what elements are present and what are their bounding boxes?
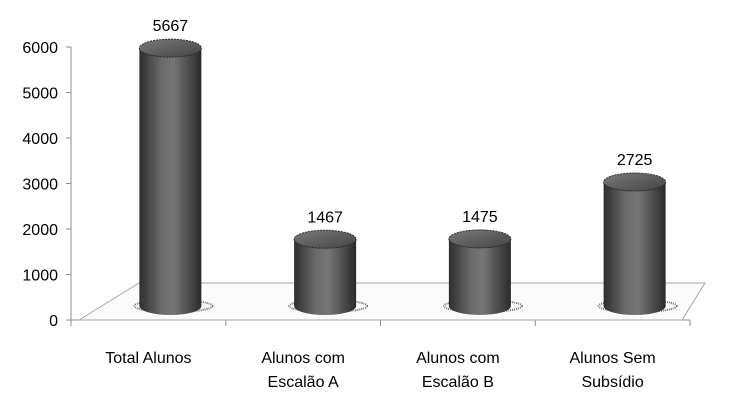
category-label: Escalão A bbox=[268, 374, 339, 391]
bar bbox=[597, 172, 678, 315]
data-label: 5667 bbox=[153, 18, 189, 35]
bar-top bbox=[603, 172, 667, 192]
category-label: Subsídio bbox=[581, 374, 643, 391]
y-tick-label: 3000 bbox=[22, 177, 58, 194]
bar-top bbox=[448, 229, 512, 249]
bar-top bbox=[138, 38, 202, 58]
bar-top bbox=[293, 229, 357, 249]
y-tick-label: 0 bbox=[49, 313, 58, 330]
data-label: 1467 bbox=[307, 209, 343, 226]
chart-floor bbox=[77, 282, 706, 321]
bar bbox=[288, 229, 369, 315]
bar bbox=[442, 229, 523, 315]
y-tick-label: 1000 bbox=[22, 268, 58, 285]
category-label: Alunos Sem bbox=[569, 350, 655, 367]
axes: 0 1000 2000 3000 4000 5000 6000 bbox=[22, 40, 691, 330]
y-tick-label: 2000 bbox=[22, 222, 58, 239]
data-label: 2725 bbox=[617, 152, 653, 169]
data-label: 1475 bbox=[462, 209, 498, 226]
y-tick-label: 5000 bbox=[22, 86, 58, 103]
y-tick-label: 6000 bbox=[22, 40, 58, 57]
labels: 5667 Total Alunos 1467 Alunos com Escalão A 1… bbox=[105, 18, 656, 391]
bar bbox=[133, 38, 214, 316]
floor-plane bbox=[77, 282, 706, 321]
y-tick-label: 4000 bbox=[22, 131, 58, 148]
bar-body bbox=[603, 182, 666, 315]
bar-body bbox=[139, 48, 202, 316]
category-label: Alunos com bbox=[261, 350, 345, 367]
bar-body bbox=[448, 238, 511, 315]
bars bbox=[133, 38, 678, 316]
category-label: Alunos com bbox=[416, 350, 500, 367]
category-label: Escalão B bbox=[422, 374, 494, 391]
category-label: Total Alunos bbox=[105, 350, 191, 367]
bar-body bbox=[294, 239, 357, 315]
